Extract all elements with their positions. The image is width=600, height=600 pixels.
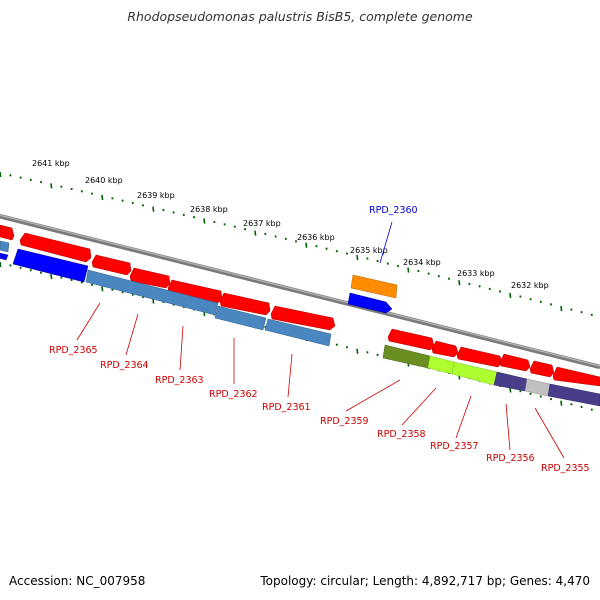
tick-label-2639: 2639 kbp <box>137 191 175 200</box>
ruler-major-tick <box>305 242 308 248</box>
genome-backbone <box>0 213 600 370</box>
gene-box[interactable] <box>12 248 89 283</box>
tick-label-2632: 2632 kbp <box>511 281 549 290</box>
tick-label-2640: 2640 kbp <box>85 176 123 185</box>
gene-box[interactable] <box>427 355 455 375</box>
gene-arrow[interactable] <box>529 360 555 378</box>
gene-label-rpd-2360[interactable]: RPD_2360 <box>369 205 418 216</box>
ruler-major-tick <box>356 254 359 261</box>
gene-label-rpd-2363[interactable]: RPD_2363 <box>155 375 204 386</box>
gene-label-rpd-2357[interactable]: RPD_2357 <box>430 441 479 452</box>
gene-arrow[interactable] <box>552 366 600 387</box>
leader-line <box>379 221 393 264</box>
ruler-major-tick <box>458 280 461 286</box>
genome-summary-text: Topology: circular; Length: 4,892,717 bp… <box>260 574 590 588</box>
gene-arrow[interactable] <box>19 232 92 263</box>
tick-label-2633: 2633 kbp <box>457 269 495 278</box>
gene-label-rpd-2362[interactable]: RPD_2362 <box>209 389 258 400</box>
gene-ruler <box>0 261 593 411</box>
tick-label-2637: 2637 kbp <box>243 219 281 228</box>
ruler-major-tick <box>203 218 206 224</box>
leader-line <box>505 403 511 451</box>
gene-box[interactable] <box>264 318 332 347</box>
ruler-major-tick <box>152 206 155 212</box>
tick-label-2636: 2636 kbp <box>297 233 335 242</box>
leader-line <box>179 325 184 371</box>
gene-arrow[interactable] <box>387 328 435 351</box>
gene-box[interactable] <box>214 305 267 331</box>
ruler-major-tick <box>509 387 512 393</box>
ruler-major-tick <box>560 400 563 406</box>
gene-arrow[interactable] <box>350 274 398 299</box>
genome-backbone-highlight <box>0 214 600 367</box>
ruler-major-tick <box>101 194 104 201</box>
ruler-major-tick <box>0 171 2 178</box>
gene-label-rpd-2364[interactable]: RPD_2364 <box>100 360 149 371</box>
reverse-strand-genes-right <box>382 344 600 407</box>
gene-label-rpd-2361[interactable]: RPD_2361 <box>262 402 311 413</box>
tick-label-2641: 2641 kbp <box>32 159 70 168</box>
ruler-major-tick <box>560 305 563 312</box>
ruler-major-tick <box>254 230 257 236</box>
leader-line <box>76 302 101 341</box>
gene-arrow[interactable] <box>456 346 503 368</box>
gene-label-rpd-2355[interactable]: RPD_2355 <box>541 463 590 474</box>
rpd-2360-genes <box>347 274 398 314</box>
reverse-strand-genes <box>0 240 332 347</box>
leader-line <box>534 407 565 459</box>
gene-arrow[interactable] <box>270 305 336 331</box>
ruler-major-tick <box>509 292 512 299</box>
gene-label-rpd-2365[interactable]: RPD_2365 <box>49 345 98 356</box>
ruler-major-tick <box>356 348 359 354</box>
leader-line <box>455 395 472 439</box>
gene-arrow[interactable] <box>347 292 393 314</box>
ruler-major-tick <box>407 267 410 273</box>
gene-arrow[interactable] <box>219 292 271 316</box>
gene-arrow[interactable] <box>431 340 459 358</box>
forward-strand-genes <box>0 224 336 331</box>
ruler-major-tick <box>0 261 2 268</box>
tick-label-2635: 2635 kbp <box>350 246 388 255</box>
gene-label-rpd-2358[interactable]: RPD_2358 <box>377 429 426 440</box>
label-leaders <box>76 221 565 459</box>
ruler-major-tick <box>50 273 53 280</box>
gene-box[interactable] <box>493 371 528 392</box>
gene-label-rpd-2356[interactable]: RPD_2356 <box>486 453 535 464</box>
gene-label-rpd-2359[interactable]: RPD_2359 <box>320 416 369 427</box>
gene-box[interactable] <box>0 240 10 253</box>
gene-box[interactable] <box>547 383 600 407</box>
tick-label-2634: 2634 kbp <box>403 258 441 267</box>
leader-line <box>125 313 139 356</box>
leader-line <box>401 387 437 426</box>
gene-box[interactable] <box>0 252 9 261</box>
scale-ruler <box>0 171 593 317</box>
leader-line <box>345 379 401 412</box>
tick-label-2638: 2638 kbp <box>190 205 228 214</box>
gene-box[interactable] <box>524 378 551 397</box>
leader-line <box>287 353 293 398</box>
map-title: Rhodopseudomonas palustris BisB5, comple… <box>127 9 473 24</box>
gene-box[interactable] <box>85 269 219 316</box>
gene-arrow[interactable] <box>499 353 531 372</box>
forward-strand-genes-right <box>387 328 600 387</box>
gene-arrow[interactable] <box>91 254 132 276</box>
gene-arrow[interactable] <box>0 224 15 241</box>
ruler-major-tick <box>50 183 53 189</box>
accession-text: Accession: NC_007958 <box>9 574 146 588</box>
ruler-major-tick <box>101 286 104 292</box>
